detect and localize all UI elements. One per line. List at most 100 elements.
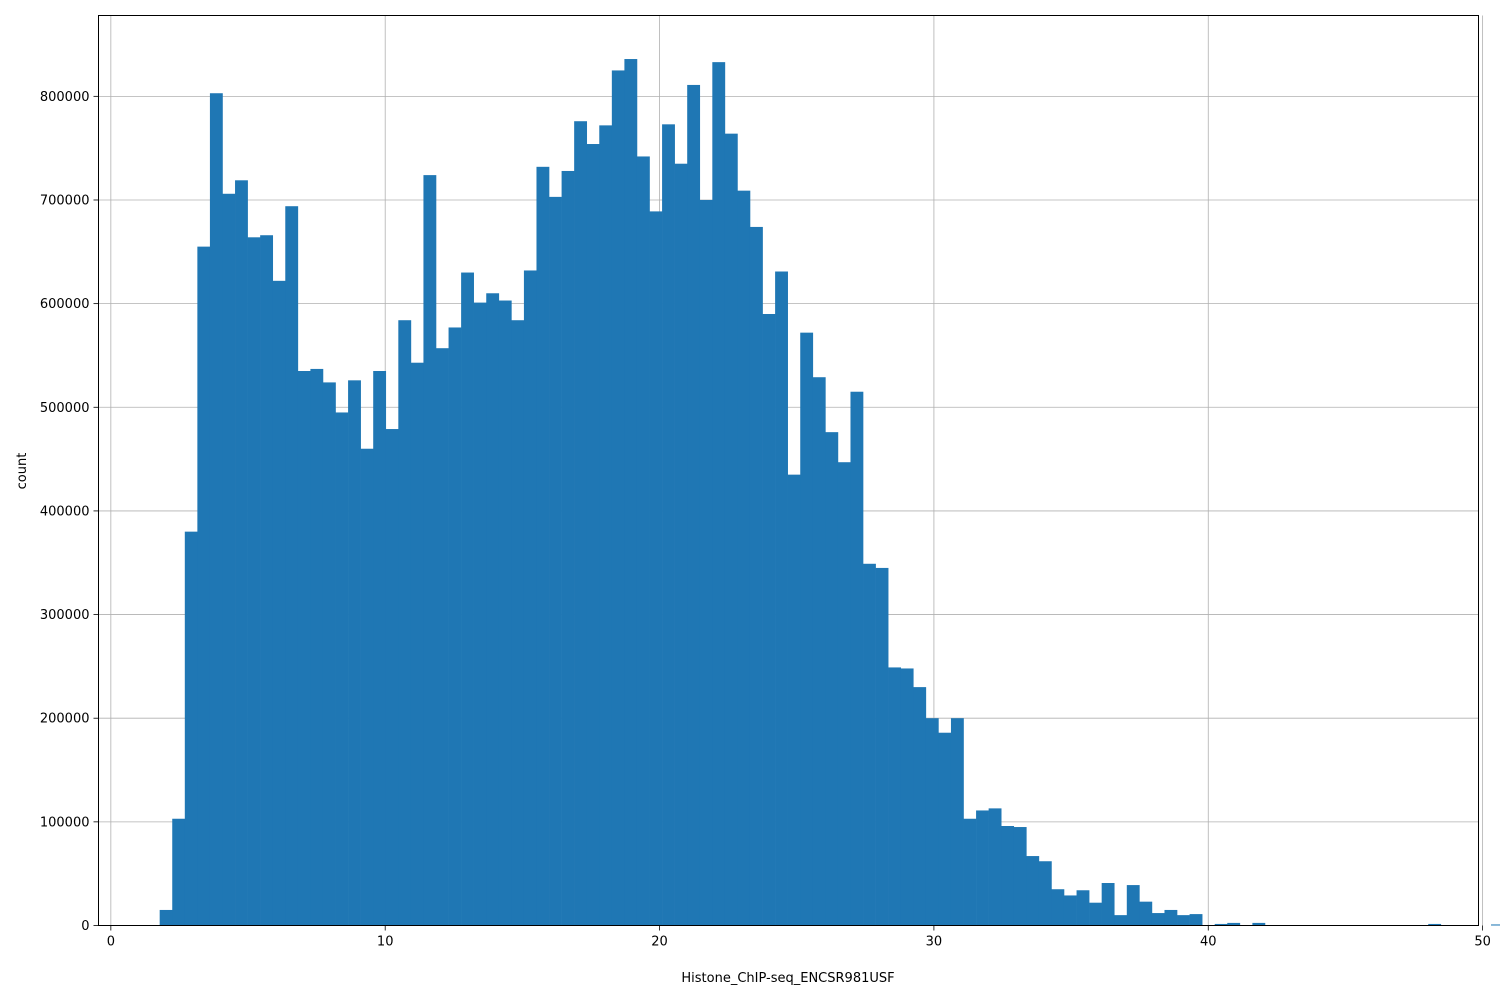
histogram-bar <box>674 163 688 926</box>
histogram-bar <box>938 732 952 926</box>
x-tick-label: 40 <box>1200 935 1217 950</box>
histogram-bar <box>235 180 248 926</box>
histogram-bar <box>900 668 914 926</box>
histogram-bar <box>385 429 399 926</box>
histogram-bar <box>1214 923 1228 926</box>
histogram-bar <box>448 327 462 926</box>
x-tick-label: 50 <box>1474 935 1491 950</box>
plot-frame <box>98 15 1479 926</box>
histogram-bar <box>1026 856 1040 926</box>
histogram-bar <box>1101 883 1115 926</box>
histogram-bar <box>322 382 336 926</box>
histogram-bar <box>649 211 663 926</box>
histogram-bar <box>1164 909 1178 926</box>
y-axis-ticks: 0 100000 200000 300000 400000 500000 600000 700… <box>40 90 99 934</box>
histogram-bar <box>724 133 738 926</box>
histogram-bar <box>800 332 814 926</box>
histogram-bar <box>837 462 851 926</box>
histogram-bar <box>373 371 387 926</box>
histogram-bar <box>511 320 525 926</box>
histogram-bar <box>348 380 361 926</box>
histogram-bar <box>159 909 173 926</box>
histogram-bar <box>1139 901 1153 926</box>
histogram-bar <box>423 175 437 926</box>
histogram-bar <box>1227 922 1241 926</box>
histogram-bar <box>209 93 223 926</box>
histogram-bar <box>1491 924 1500 926</box>
histogram-bar <box>498 300 512 926</box>
histogram-bar <box>1177 915 1190 926</box>
histogram-bar <box>787 474 801 926</box>
histogram-bar <box>988 808 1002 926</box>
histogram-bar <box>775 271 788 926</box>
y-tick-label: 200000 <box>40 712 90 727</box>
histogram-bar <box>687 84 701 926</box>
histogram-bar <box>335 412 349 926</box>
histogram-bar <box>963 818 977 926</box>
histogram-bar <box>360 448 374 926</box>
histogram-bar <box>197 246 211 926</box>
histogram-bar <box>925 718 939 926</box>
x-axis-label: Histone_ChIP-seq_ENCSR981USF <box>681 971 894 986</box>
histogram-bar <box>310 368 324 926</box>
histogram-bar <box>1089 902 1102 926</box>
y-tick-label: 600000 <box>40 297 90 312</box>
histogram-bar <box>1063 895 1077 926</box>
histogram-bar <box>260 235 274 926</box>
histogram-bar <box>624 59 638 926</box>
histogram-bar <box>461 272 474 926</box>
histogram-bar <box>247 237 261 926</box>
histogram-bar <box>398 320 412 926</box>
y-tick-label: 0 <box>81 919 89 934</box>
histogram-bar <box>486 293 500 926</box>
histogram-bar <box>611 70 625 926</box>
y-tick-label: 100000 <box>40 815 90 830</box>
histogram-bar <box>1013 827 1027 926</box>
histogram-bar <box>825 432 839 926</box>
histogram-bar <box>762 313 776 926</box>
x-tick-label: 10 <box>377 935 394 950</box>
histogram-bar <box>863 563 876 926</box>
histogram-bar <box>1051 889 1065 926</box>
histogram-bars <box>159 59 1500 926</box>
y-tick-label: 500000 <box>40 401 90 416</box>
histogram-bar <box>599 125 613 926</box>
histogram-bar <box>574 121 588 926</box>
histogram-bar <box>850 391 864 926</box>
histogram-bar <box>410 362 424 926</box>
y-tick-label: 300000 <box>40 608 90 623</box>
histogram-bar <box>1114 915 1128 926</box>
histogram-bar <box>1076 890 1090 926</box>
histogram-bar <box>172 818 186 926</box>
x-axis-ticks: 0 10 20 30 40 50 <box>107 925 1491 950</box>
histogram-bar <box>536 166 550 926</box>
histogram-bar <box>913 687 927 926</box>
histogram-bar <box>636 156 650 926</box>
histogram-bar <box>1189 914 1203 926</box>
y-axis-label: count <box>15 453 30 490</box>
histogram-bar <box>222 193 236 926</box>
histogram-bar <box>812 377 826 926</box>
histogram-bar <box>586 144 600 926</box>
y-tick-label: 800000 <box>40 90 90 105</box>
histogram-bar <box>285 206 299 926</box>
histogram-bar <box>950 718 964 926</box>
histogram-bar <box>875 567 889 926</box>
histogram-bar <box>1001 826 1015 926</box>
x-tick-label: 30 <box>926 935 943 950</box>
histogram-bar <box>699 199 713 926</box>
histogram-bar <box>184 531 198 926</box>
histogram-bar <box>1038 861 1052 926</box>
histogram-bar <box>523 270 537 926</box>
histogram-bar <box>297 371 311 926</box>
y-tick-label: 400000 <box>40 504 90 519</box>
histogram-bar <box>1252 922 1266 926</box>
histogram-bar <box>662 124 675 926</box>
histogram-bar <box>549 196 562 926</box>
histogram-bar <box>737 190 751 926</box>
histogram-bar <box>976 810 989 926</box>
histogram-bar <box>1126 885 1140 926</box>
x-tick-label: 0 <box>107 935 115 950</box>
x-tick-label: 20 <box>651 935 668 950</box>
